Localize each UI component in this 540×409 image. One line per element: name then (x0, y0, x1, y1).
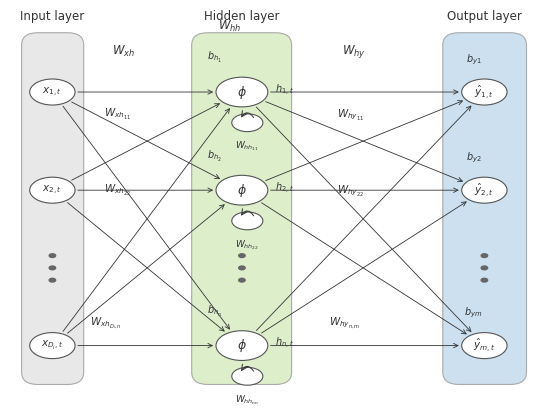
FancyBboxPatch shape (192, 33, 292, 384)
Ellipse shape (239, 254, 245, 258)
Ellipse shape (239, 266, 245, 270)
Text: $W_{hh_{22}}$: $W_{hh_{22}}$ (235, 238, 259, 252)
Text: Output layer: Output layer (447, 10, 522, 23)
Text: $\hat{y}_{2,t}$: $\hat{y}_{2,t}$ (475, 182, 494, 199)
Ellipse shape (49, 278, 56, 282)
Text: Hidden layer: Hidden layer (204, 10, 280, 23)
Text: $b_{y2}$: $b_{y2}$ (465, 151, 482, 165)
Ellipse shape (30, 177, 75, 203)
Text: $\phi$: $\phi$ (237, 337, 247, 354)
Ellipse shape (216, 331, 268, 360)
Text: $W_{xh_{22}}$: $W_{xh_{22}}$ (104, 183, 131, 198)
Text: $b_{h_1}$: $b_{h_1}$ (207, 50, 222, 65)
Ellipse shape (481, 254, 488, 258)
Ellipse shape (216, 77, 268, 107)
Ellipse shape (481, 278, 488, 282)
Text: $\phi$: $\phi$ (237, 182, 247, 199)
Text: $W_{hh}$: $W_{hh}$ (218, 19, 241, 34)
Text: $W_{hy}$: $W_{hy}$ (342, 43, 366, 60)
Text: $\hat{y}_{1,t}$: $\hat{y}_{1,t}$ (475, 83, 494, 101)
Text: $W_{xh}$: $W_{xh}$ (112, 44, 134, 58)
Text: $W_{hh_{nn}}$: $W_{hh_{nn}}$ (235, 393, 259, 407)
Text: $\hat{y}_{m,t}$: $\hat{y}_{m,t}$ (473, 337, 496, 354)
Text: $b_{y1}$: $b_{y1}$ (465, 52, 482, 67)
FancyBboxPatch shape (443, 33, 526, 384)
Ellipse shape (462, 333, 507, 359)
Text: $b_{h_2}$: $b_{h_2}$ (207, 148, 222, 164)
Text: $W_{hy_{11}}$: $W_{hy_{11}}$ (338, 107, 364, 122)
Text: $x_{1,t}$: $x_{1,t}$ (43, 85, 62, 99)
Ellipse shape (232, 367, 263, 385)
Text: $h_{n,t}$: $h_{n,t}$ (275, 336, 294, 351)
Ellipse shape (49, 266, 56, 270)
Ellipse shape (49, 254, 56, 258)
FancyBboxPatch shape (22, 33, 84, 384)
Ellipse shape (30, 79, 75, 105)
Text: $W_{hy_{n,m}}$: $W_{hy_{n,m}}$ (329, 316, 360, 330)
Text: $b_{h_n}$: $b_{h_n}$ (207, 304, 222, 319)
Ellipse shape (30, 333, 75, 359)
Ellipse shape (232, 114, 263, 132)
Ellipse shape (462, 79, 507, 105)
Ellipse shape (232, 212, 263, 230)
Ellipse shape (216, 175, 268, 205)
Ellipse shape (239, 278, 245, 282)
Text: $W_{xh_{11}}$: $W_{xh_{11}}$ (104, 107, 131, 122)
Text: $W_{hy_{22}}$: $W_{hy_{22}}$ (338, 183, 364, 198)
Text: $x_{D_i,t}$: $x_{D_i,t}$ (41, 339, 64, 352)
Ellipse shape (462, 177, 507, 203)
Text: $\phi$: $\phi$ (237, 83, 247, 101)
Text: $h_{1,t}$: $h_{1,t}$ (275, 83, 294, 97)
Text: $b_{ym}$: $b_{ym}$ (464, 306, 483, 320)
Text: $h_{2,t}$: $h_{2,t}$ (275, 181, 294, 196)
Text: $x_{2,t}$: $x_{2,t}$ (43, 184, 62, 197)
Text: $W_{xh_{D_i,n}}$: $W_{xh_{D_i,n}}$ (90, 315, 122, 331)
Text: Input layer: Input layer (21, 10, 84, 23)
Ellipse shape (481, 266, 488, 270)
Text: $W_{hh_{11}}$: $W_{hh_{11}}$ (235, 140, 259, 153)
